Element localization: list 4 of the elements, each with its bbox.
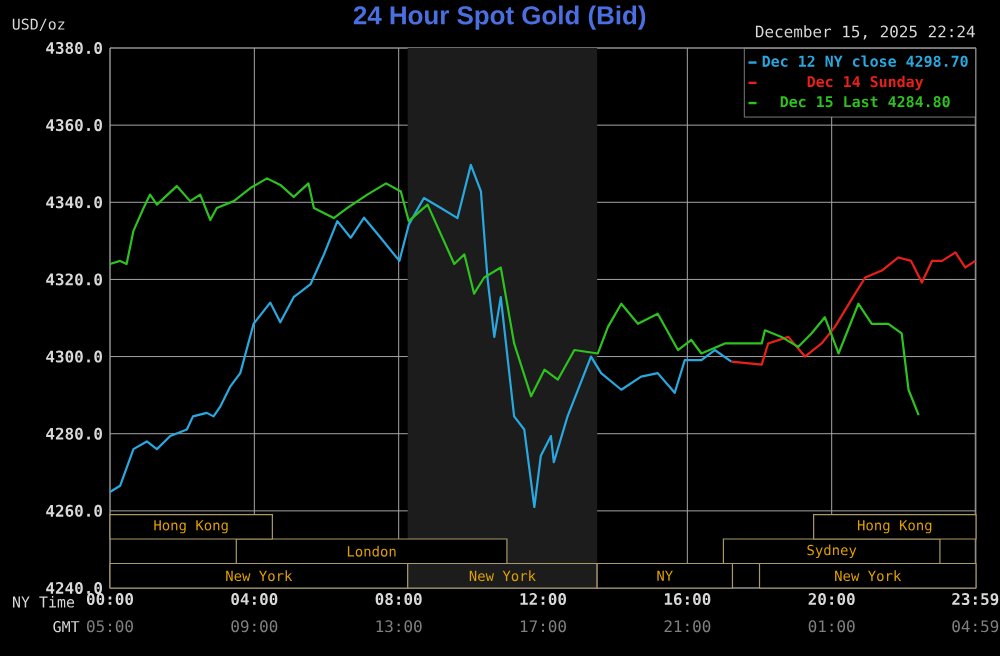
- line-series: [730, 251, 977, 366]
- line-series: [108, 163, 733, 509]
- chart-title: 24 Hour Spot Gold (Bid): [353, 5, 646, 30]
- line-series: [108, 177, 920, 417]
